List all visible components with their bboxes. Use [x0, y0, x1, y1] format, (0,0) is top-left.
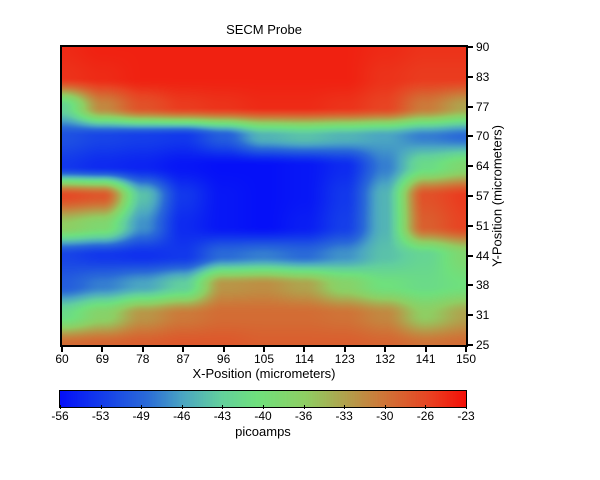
colorbar-tick-mark: [141, 405, 143, 409]
x-tick-label: 141: [415, 352, 436, 366]
colorbar-label: picoamps: [235, 424, 291, 439]
x-tick-label: 150: [455, 352, 477, 366]
colorbar-tick-mark: [303, 405, 305, 409]
colorbar-tick-label: -56: [51, 409, 69, 423]
x-tick-mark: [263, 347, 265, 352]
x-tick-mark: [465, 347, 467, 352]
y-tick-mark: [468, 284, 473, 287]
x-tick-mark: [182, 347, 185, 352]
colorbar-tick-mark: [384, 405, 386, 409]
x-tick-label: 60: [55, 352, 69, 366]
y-tick-label: 90: [476, 40, 490, 54]
colorbar-gradient: [60, 391, 466, 407]
x-tick-mark: [424, 347, 427, 352]
colorbar-tick-label: -30: [376, 409, 394, 423]
y-tick-mark: [468, 165, 473, 168]
x-axis-label: X-Position (micrometers): [192, 366, 336, 381]
colorbar-tick-mark: [344, 405, 346, 409]
y-tick-mark: [468, 46, 473, 48]
heatmap-plot-area: [60, 45, 468, 347]
colorbar-tick-mark: [181, 405, 183, 409]
y-tick-label: 77: [476, 99, 490, 114]
y-tick-mark: [468, 195, 473, 197]
y-tick-label: 25: [476, 338, 490, 352]
y-tick-label: 57: [476, 189, 490, 203]
chart-title: SECM Probe: [226, 22, 302, 37]
colorbar-tick-mark: [425, 405, 427, 409]
y-tick-label: 44: [476, 248, 490, 263]
colorbar-tick-label: -46: [173, 409, 191, 423]
x-tick-label: 69: [95, 352, 110, 366]
y-tick-label: 83: [476, 69, 490, 84]
y-axis-label: Y-Position (micrometers): [489, 125, 505, 267]
heatmap-canvas: [62, 47, 466, 345]
colorbar-tick-mark: [60, 405, 61, 409]
x-tick-mark: [303, 347, 306, 352]
x-tick-mark: [222, 347, 225, 352]
x-tick-mark: [384, 347, 387, 352]
y-tick-label: 64: [476, 159, 490, 174]
colorbar-tick-label: -49: [132, 409, 150, 423]
x-tick-label: 105: [253, 352, 275, 366]
y-tick-label: 70: [476, 129, 490, 144]
y-tick-mark: [468, 254, 473, 257]
colorbar-tick-label: -43: [213, 409, 232, 423]
x-tick-label: 87: [176, 352, 190, 366]
y-tick-mark: [468, 314, 473, 317]
x-tick-mark: [61, 347, 63, 352]
x-tick-label: 96: [216, 352, 231, 366]
y-tick-label: 31: [476, 308, 490, 323]
x-tick-label: 78: [136, 352, 150, 366]
colorbar-tick-mark: [466, 405, 467, 409]
colorbar-tick-label: -36: [294, 409, 313, 423]
colorbar-tick-label: -53: [91, 409, 110, 423]
y-tick-mark: [468, 344, 473, 346]
y-tick-label: 51: [476, 218, 490, 233]
colorbar-tick-label: -40: [254, 409, 272, 423]
y-tick-mark: [468, 105, 473, 108]
colorbar-tick-mark: [263, 405, 264, 409]
y-tick-mark: [468, 75, 473, 78]
y-tick-mark: [468, 135, 473, 138]
colorbar-tick-mark: [100, 405, 102, 409]
y-tick-label: 38: [476, 278, 490, 293]
colorbar-tick-label: -33: [335, 409, 353, 423]
x-tick-mark: [101, 347, 104, 352]
y-tick-mark: [468, 224, 473, 227]
colorbar-tick-mark: [222, 405, 224, 409]
x-tick-label: 132: [375, 352, 396, 366]
x-tick-mark: [141, 347, 144, 352]
colorbar-tick-label: -23: [457, 409, 475, 423]
colorbar-tick-label: -26: [416, 409, 435, 423]
x-tick-label: 114: [294, 352, 314, 366]
x-tick-mark: [343, 347, 346, 352]
x-tick-label: 123: [334, 352, 355, 366]
